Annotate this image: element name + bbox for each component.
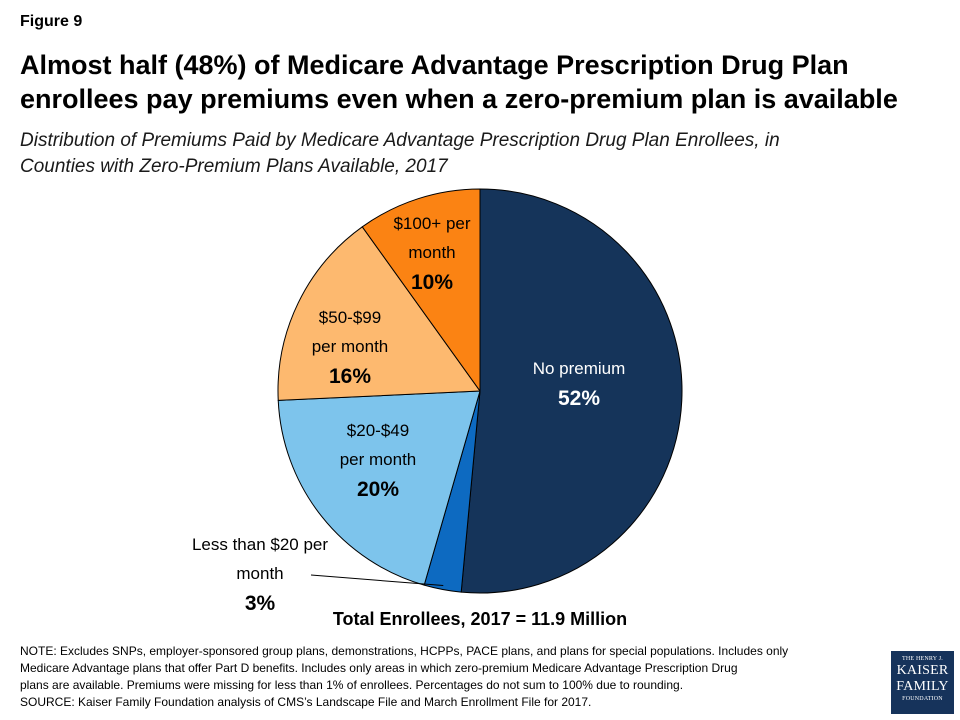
figure-label: Figure 9 [20,13,83,30]
chart-subtitle: Distribution of Premiums Paid by Medicar… [20,128,950,180]
slice-label-100-plus: $100+ per month 10% [393,214,470,294]
slice-category-label: per month [340,450,417,469]
kaiser-family-foundation-logo: THE HENRY J. KAISER FAMILY FOUNDATION [891,651,954,714]
slice-percent-label: 52% [558,387,600,410]
logo-line-1: THE HENRY J. [901,656,943,662]
slice-category-label: $20-$49 [347,421,409,440]
chart-title: Almost half (48%) of Medicare Advantage … [20,48,950,116]
slice-label-no-premium: No premium 52% [533,359,626,410]
slice-category-label: $100+ per [393,214,470,233]
footnote-line-3: plans are available. Premiums were missi… [20,678,684,692]
slice-category-label: $50-$99 [319,308,381,327]
pie-slice-no-premium [460,188,683,594]
slice-label-50-99: $50-$99 per month 16% [312,308,389,388]
logo-line-3: FAMILY [896,679,949,694]
slice-percent-label: 3% [245,592,276,615]
logo-line-2: KAISER [896,663,949,678]
chart-subtitle-line-2: Counties with Zero-Premium Plans Availab… [20,156,448,177]
pie-slice-20-49 [277,390,481,586]
slice-percent-label: 20% [357,478,399,501]
slice-category-label: month [236,564,283,583]
slice-category-label: Less than $20 per [192,535,328,554]
source-line: SOURCE: Kaiser Family Foundation analysi… [20,695,592,709]
slice-percent-label: 16% [329,365,371,388]
pie-slice-50-99 [277,226,481,401]
footnote: NOTE: Excludes SNPs, employer-sponsored … [20,643,892,711]
chart-title-line-1: Almost half (48%) of Medicare Advantage … [20,50,849,80]
slice-percent-label: 10% [411,271,453,294]
slice-label-20-49: $20-$49 per month 20% [340,421,417,501]
slice-category-label: per month [312,337,389,356]
footnote-line-1: NOTE: Excludes SNPs, employer-sponsored … [20,644,789,658]
footnote-line-2: Medicare Advantage plans that offer Part… [20,661,738,675]
slice-category-label: No premium [533,359,626,378]
slice-label-less-than-20: Less than $20 per month 3% [192,535,328,615]
logo-line-4: FOUNDATION [902,696,943,702]
total-enrollees-label: Total Enrollees, 2017 = 11.9 Million [333,609,627,629]
chart-subtitle-line-1: Distribution of Premiums Paid by Medicar… [20,130,780,151]
pie-slice-100-plus [361,188,481,392]
chart-title-line-2: enrollees pay premiums even when a zero-… [20,84,898,114]
callout-line-less-than-20 [310,574,444,587]
slice-category-label: month [408,243,455,262]
